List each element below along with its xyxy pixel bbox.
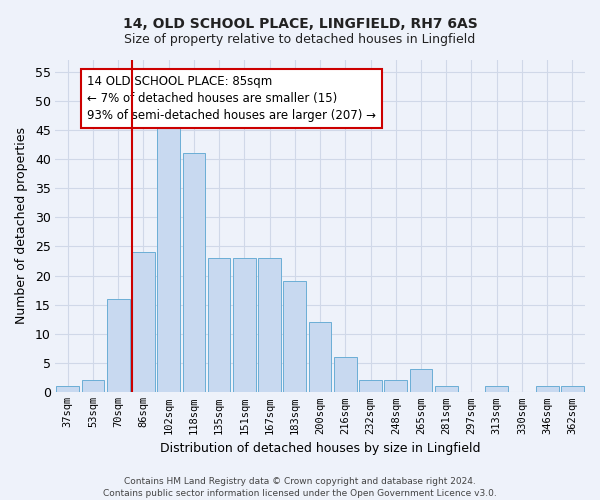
Bar: [56, 386, 79, 392]
Bar: [309, 322, 331, 392]
Text: Contains HM Land Registry data © Crown copyright and database right 2024.
Contai: Contains HM Land Registry data © Crown c…: [103, 476, 497, 498]
Bar: [385, 380, 407, 392]
Bar: [561, 386, 584, 392]
Bar: [132, 252, 155, 392]
Bar: [182, 153, 205, 392]
Bar: [233, 258, 256, 392]
Bar: [410, 368, 433, 392]
Bar: [208, 258, 230, 392]
Bar: [157, 124, 180, 392]
Bar: [435, 386, 458, 392]
X-axis label: Distribution of detached houses by size in Lingfield: Distribution of detached houses by size …: [160, 442, 481, 455]
Bar: [536, 386, 559, 392]
Bar: [82, 380, 104, 392]
Text: 14, OLD SCHOOL PLACE, LINGFIELD, RH7 6AS: 14, OLD SCHOOL PLACE, LINGFIELD, RH7 6AS: [122, 18, 478, 32]
Bar: [107, 299, 130, 392]
Bar: [258, 258, 281, 392]
Y-axis label: Number of detached properties: Number of detached properties: [15, 128, 28, 324]
Bar: [485, 386, 508, 392]
Text: Size of property relative to detached houses in Lingfield: Size of property relative to detached ho…: [124, 32, 476, 46]
Bar: [334, 357, 356, 392]
Bar: [359, 380, 382, 392]
Bar: [283, 282, 306, 392]
Text: 14 OLD SCHOOL PLACE: 85sqm
← 7% of detached houses are smaller (15)
93% of semi-: 14 OLD SCHOOL PLACE: 85sqm ← 7% of detac…: [87, 75, 376, 122]
